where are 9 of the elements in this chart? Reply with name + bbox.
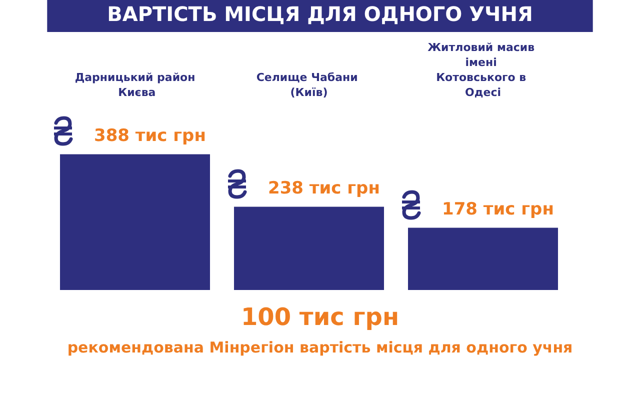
data-label: 178 тис грн — [442, 200, 554, 220]
x-tick-label: Житловий масив імені Котовського в Одесі — [428, 41, 538, 99]
data-label: 238 тис грн — [268, 178, 380, 199]
x-tick-label: Селище Чабани (Київ) — [256, 71, 362, 99]
data-label: 388 тис грн — [94, 126, 206, 146]
x-tick-label: Дарницький район Києва — [74, 71, 196, 99]
text: 100 тис грн — [240, 303, 400, 331]
chart-title: ВАРТІСТЬ МІСЦЯ ДЛЯ ОДНОГО УЧНЯ — [107, 2, 533, 26]
text: рекомендована Мінрегіон вартість місця для одного учня — [67, 338, 573, 356]
